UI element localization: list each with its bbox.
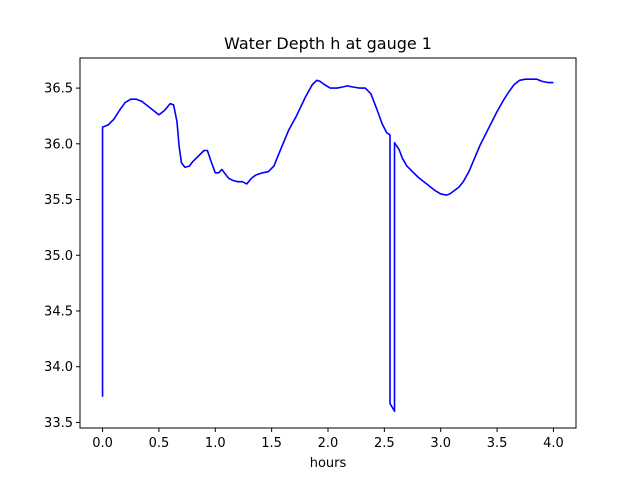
x-tick-label: 3.0 — [430, 436, 451, 451]
y-tick-label: 33.5 — [44, 416, 73, 431]
y-tick-label: 36.0 — [44, 137, 73, 152]
series-layer — [101, 78, 554, 413]
plot-area — [79, 57, 577, 429]
x-axis: 0.0 0.5 1.0 1.5 2.0 2.5 3.0 3.5 4.0 — [92, 428, 564, 451]
series-line — [101, 78, 554, 413]
x-tick-label: 3.5 — [487, 436, 508, 451]
y-tick-label: 36.5 — [44, 82, 73, 97]
x-axis-label: hours — [310, 456, 347, 471]
plot-frame — [79, 57, 577, 429]
y-tick-label: 34.0 — [44, 360, 73, 375]
x-tick-label: 2.5 — [374, 436, 395, 451]
y-tick-label: 35.5 — [44, 193, 73, 208]
x-tick-label: 2.0 — [318, 436, 339, 451]
chart-title: Water Depth h at gauge 1 — [224, 34, 432, 53]
y-tick-label: 35.0 — [44, 249, 73, 264]
x-tick-label: 1.0 — [205, 436, 226, 451]
y-tick-label: 34.5 — [44, 304, 73, 319]
x-tick-label: 0.5 — [149, 436, 170, 451]
x-tick-label: 0.0 — [92, 436, 113, 451]
x-tick-label: 1.5 — [261, 436, 282, 451]
x-tick-label: 4.0 — [543, 436, 564, 451]
y-axis: 33.5 34.0 34.5 35.0 35.5 36.0 36.5 — [44, 82, 80, 431]
